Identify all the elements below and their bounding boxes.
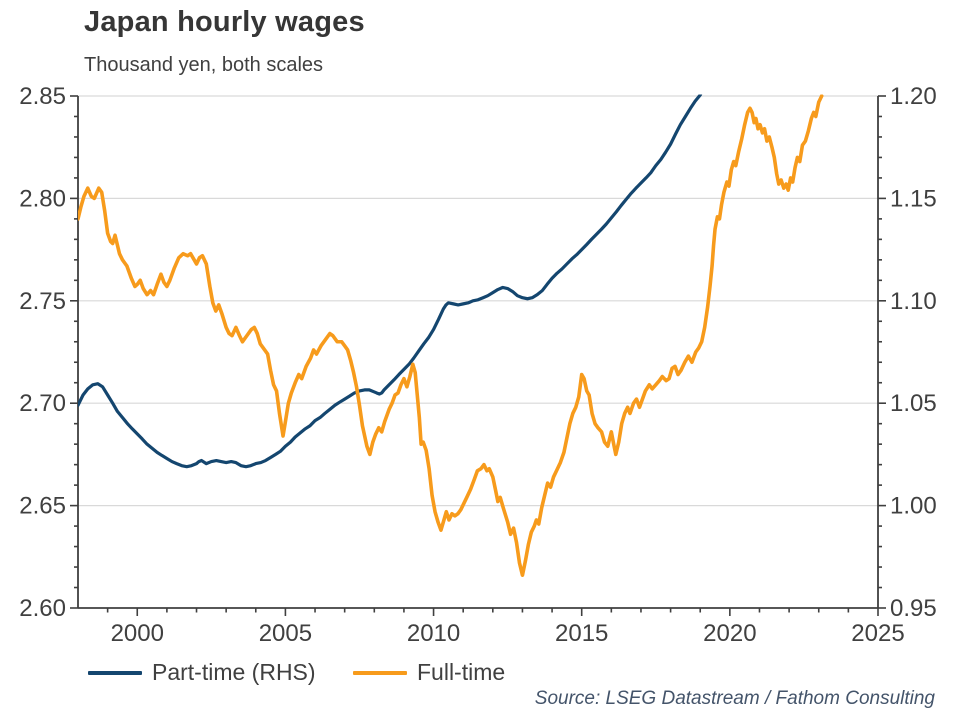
left-axis-tick-label: 2.75: [19, 288, 66, 315]
legend: Part-time (RHS) Full-time: [0, 655, 960, 691]
right-axis-tick-label: 1.10: [890, 288, 937, 315]
left-axis-tick-label: 2.70: [19, 390, 66, 417]
x-axis-tick-label: 2005: [259, 620, 312, 647]
chart-subtitle: Thousand yen, both scales: [84, 54, 324, 76]
legend-item-full-time: Full-time: [353, 659, 505, 686]
x-axis-tick-label: 2015: [555, 620, 608, 647]
right-axis-tick-label: 1.00: [890, 493, 937, 520]
x-axis-tick-label: 2000: [111, 620, 164, 647]
source-attribution: Source: LSEG Datastream / Fathom Consult…: [534, 688, 935, 709]
part-time-line: [78, 94, 703, 469]
full-time-line: [78, 94, 824, 578]
right-axis-tick-label: 1.15: [890, 185, 937, 212]
x-axis-tick-label: 2020: [703, 620, 756, 647]
legend-label-part-time: Part-time (RHS): [152, 659, 316, 685]
chart-title: Japan hourly wages: [84, 6, 365, 38]
x-axis-tick-label: 2025: [851, 620, 904, 647]
legend-item-part-time: Part-time (RHS): [88, 659, 316, 686]
right-axis-tick-label: 1.05: [890, 390, 937, 417]
x-axis-tick-label: 2010: [407, 620, 460, 647]
right-axis-tick-label: 1.20: [890, 83, 937, 110]
full-time-line-swatch: [353, 670, 407, 675]
left-axis-tick-label: 2.65: [19, 493, 66, 520]
legend-label-full-time: Full-time: [417, 659, 506, 685]
right-axis-tick-label: 0.95: [890, 595, 937, 622]
part-time-line-swatch: [88, 670, 142, 675]
left-axis-tick-label: 2.60: [19, 595, 66, 622]
left-axis-tick-label: 2.85: [19, 83, 66, 110]
left-axis-tick-label: 2.80: [19, 185, 66, 212]
